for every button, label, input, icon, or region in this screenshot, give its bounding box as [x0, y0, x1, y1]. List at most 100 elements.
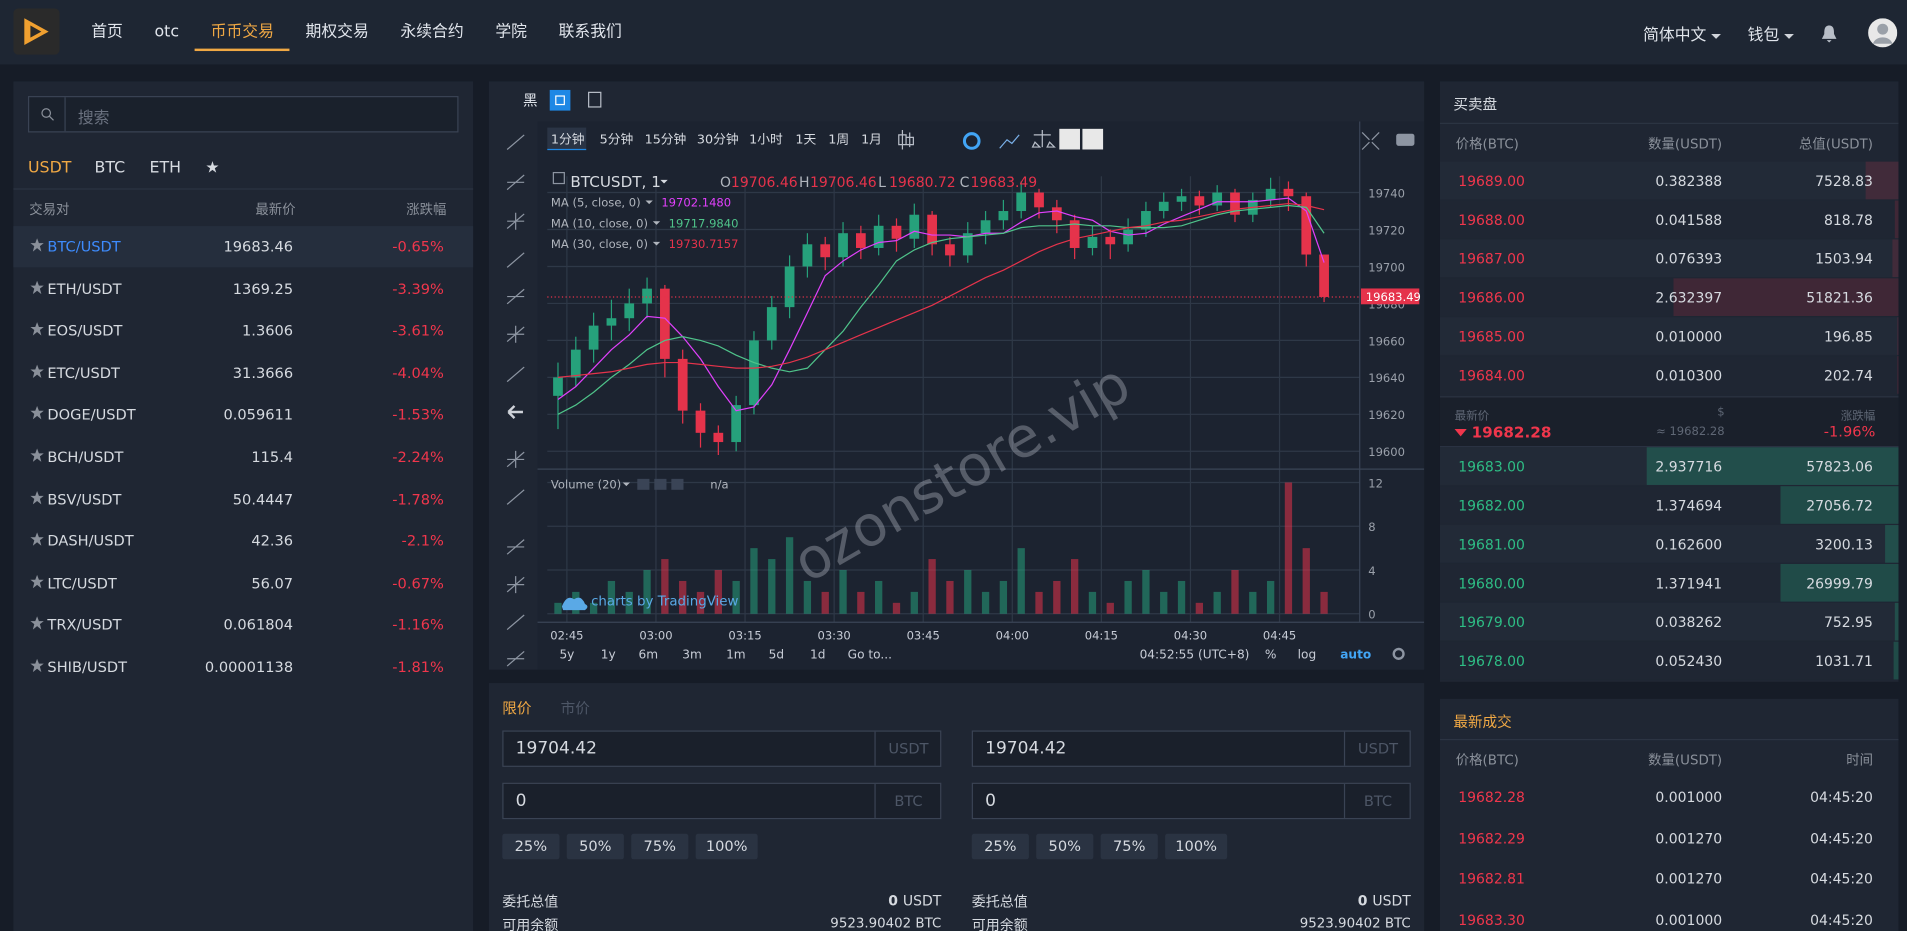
price[interactable]: 19685.00 [1458, 328, 1525, 346]
price[interactable]: 19689.00 [1458, 172, 1525, 190]
star-icon[interactable] [30, 406, 44, 423]
percent-button[interactable]: 50% [1036, 833, 1094, 860]
undo [1059, 128, 1080, 150]
logo[interactable] [13, 8, 60, 55]
market-row[interactable]: DASH/USDT 42.36 -2.1% [13, 520, 473, 561]
market-row[interactable]: EOS/USDT 1.3606 -3.61% [13, 310, 473, 351]
percent-button[interactable]: 75% [631, 833, 689, 860]
price[interactable]: 19686.00 [1458, 289, 1525, 307]
search-box[interactable]: 搜索 [27, 96, 459, 133]
nav-item[interactable]: 币币交易 [194, 0, 290, 64]
order-type-tab[interactable]: 市价 [560, 700, 590, 718]
language-menu[interactable]: 简体中文 [1643, 22, 1721, 45]
percent-button[interactable]: 100% [1165, 833, 1228, 860]
col-header: 价格(BTC) [1455, 752, 1519, 769]
percent-button[interactable]: 100% [695, 833, 758, 860]
input[interactable]: 0 BTC [971, 782, 1411, 820]
nav-item[interactable]: 永续合约 [400, 23, 464, 42]
star-icon[interactable] [30, 490, 44, 508]
price[interactable]: 19684.00 [1458, 367, 1525, 385]
nav-item[interactable]: 首页 [91, 23, 123, 42]
market-tab[interactable]: BTC [94, 159, 126, 178]
nav-item[interactable]: 期权交易 [305, 23, 369, 42]
caret [622, 482, 630, 487]
star-icon[interactable] [30, 616, 44, 634]
market-row[interactable]: ETH/USDT 1369.25 -3.39% [13, 268, 473, 309]
tool-icon [507, 405, 523, 419]
tool-icon [506, 450, 525, 468]
price[interactable]: 19681.00 [1458, 535, 1525, 554]
bell-icon[interactable] [1821, 24, 1838, 43]
price[interactable]: 19682.00 [1458, 497, 1525, 515]
percent-button[interactable]: 50% [566, 833, 624, 860]
market-row[interactable]: TRX/USDT 0.061804 -1.16% [13, 605, 473, 646]
star-icon[interactable] [30, 574, 44, 592]
input[interactable]: 0 BTC [502, 782, 942, 820]
search-placeholder[interactable]: 搜索 [77, 109, 110, 128]
star-icon[interactable] [30, 364, 44, 381]
price[interactable]: 19688.00 [1458, 211, 1525, 229]
input-unit: USDT [1343, 731, 1411, 766]
market-row[interactable]: SHIB/USDT 0.00001138 -1.81% [13, 647, 473, 688]
input-value[interactable]: 19704.42 [515, 738, 597, 759]
fullscreen-icon [1361, 132, 1380, 150]
percent-button[interactable]: 25% [502, 833, 560, 860]
x-tick-label: 04:15 [1085, 628, 1118, 642]
ma-value: 19730.7157 [669, 237, 739, 251]
input-value[interactable]: 0 [515, 791, 527, 811]
market-tab[interactable]: ETH [149, 159, 182, 178]
price[interactable]: 19680.00 [1458, 574, 1525, 592]
pair: BTC/USDT [47, 238, 121, 256]
volume-bar [839, 570, 847, 614]
input-value[interactable]: 19704.42 [985, 738, 1067, 759]
market-row[interactable]: ETC/USDT 31.3666 -4.04% [13, 352, 473, 393]
percent-button[interactable]: 75% [1100, 833, 1158, 860]
price[interactable]: 19679.00 [1458, 613, 1525, 631]
market-row[interactable]: BTC/USDT 19683.46 -0.65% [13, 226, 474, 268]
price[interactable]: 19687.00 [1458, 250, 1525, 268]
wallet-menu[interactable]: 钱包 [1748, 22, 1794, 45]
star [30, 238, 44, 252]
volume-bar [910, 591, 918, 614]
price[interactable]: 19683.00 [1458, 458, 1525, 476]
tool-icon [506, 325, 525, 343]
market-row[interactable]: BSV/USDT 50.4447 -1.78% [13, 478, 473, 519]
input-value[interactable]: 0 [985, 791, 996, 811]
input[interactable]: 19704.42 USDT [971, 730, 1411, 767]
market-tab[interactable]: USDT [27, 159, 72, 178]
star-icon[interactable] [30, 448, 44, 465]
y-tick-label: 19620 [1368, 408, 1405, 422]
candle-body [1141, 211, 1151, 230]
market-row[interactable]: LTC/USDT 56.07 -0.67% [13, 562, 473, 603]
star-icon[interactable] [30, 238, 44, 255]
depth-bar [1894, 641, 1899, 680]
depth-bar [1897, 317, 1899, 355]
order-type-tab[interactable]: 限价 [502, 700, 532, 718]
percent-button[interactable]: 25% [971, 833, 1029, 860]
volume-bar [1088, 591, 1097, 614]
star-icon[interactable] [30, 658, 44, 676]
market-tab[interactable]: ★ [205, 159, 220, 178]
input[interactable]: 19704.42 USDT [502, 730, 942, 767]
avatar[interactable] [1868, 18, 1898, 48]
volume-bar [1249, 591, 1257, 614]
language[interactable]: 简体中文 [1643, 26, 1707, 45]
star-icon[interactable] [30, 280, 44, 297]
change: -1.53% [392, 406, 444, 424]
star-icon[interactable] [30, 322, 44, 339]
candle-body [1069, 220, 1080, 248]
nav-item[interactable]: otc [154, 23, 180, 42]
trade-time: 04:45:20 [1810, 911, 1873, 929]
volume-bar [732, 580, 740, 614]
change: -3.39% [392, 280, 444, 298]
nav-item[interactable]: 联系我们 [558, 23, 622, 42]
wallet[interactable]: 钱包 [1747, 26, 1780, 45]
nav-item[interactable]: 学院 [495, 23, 527, 42]
price[interactable]: 19678.00 [1458, 652, 1525, 670]
market-row[interactable]: BCH/USDT 115.4 -2.24% [13, 436, 473, 477]
row-bg [1439, 317, 1899, 355]
market-row[interactable]: DOGE/USDT 0.059611 -1.53% [13, 394, 473, 435]
volume-bar [643, 570, 651, 614]
row-bg [1439, 486, 1899, 524]
star-icon[interactable] [30, 532, 44, 550]
